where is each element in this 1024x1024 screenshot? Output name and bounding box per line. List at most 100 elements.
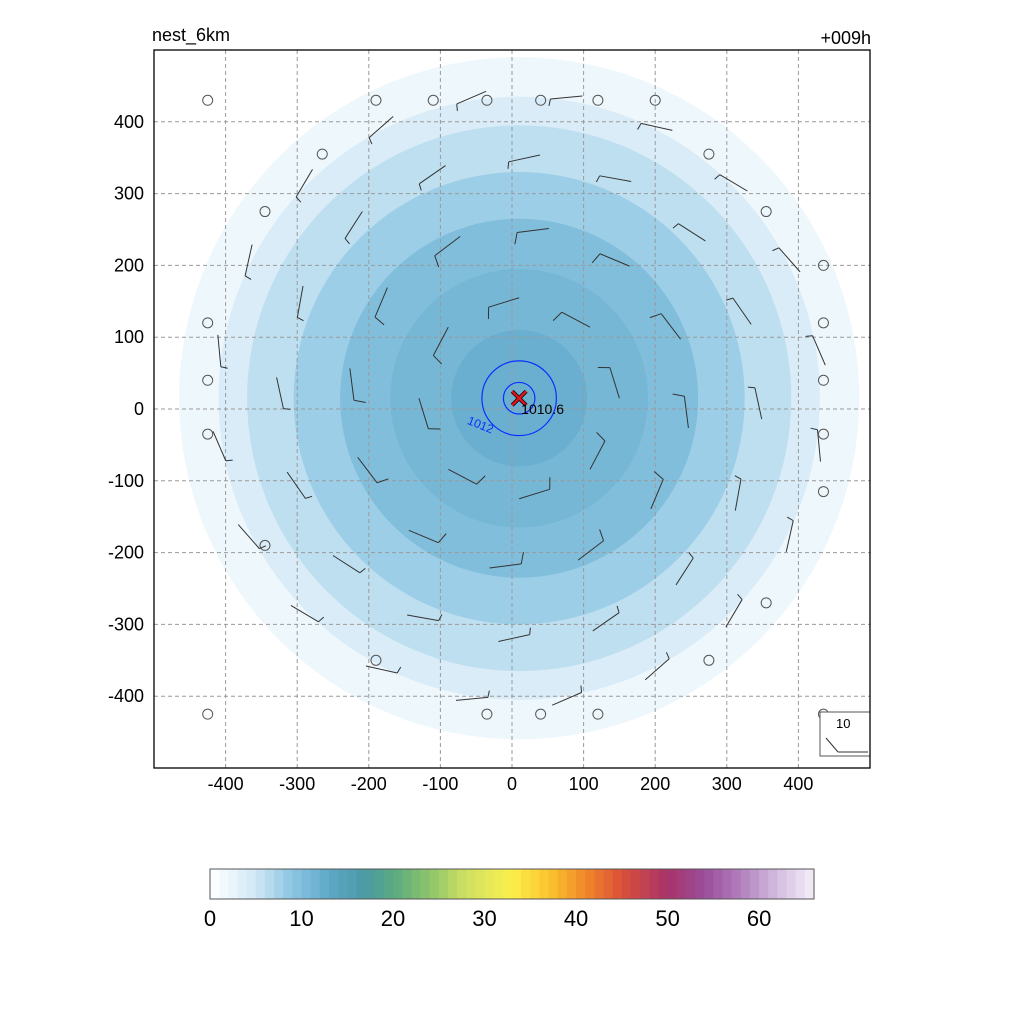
wind-barb bbox=[374, 287, 388, 318]
colorbar-swatch bbox=[447, 869, 458, 899]
calm-wind-circle bbox=[535, 708, 547, 720]
colorbar-tick-label: 10 bbox=[289, 906, 313, 931]
colorbar-swatch bbox=[804, 869, 815, 899]
calm-wind-circle bbox=[592, 708, 604, 720]
calm-wind-circle bbox=[427, 94, 439, 106]
y-tick-label: 200 bbox=[114, 255, 144, 275]
wind-barb bbox=[217, 334, 222, 367]
wind-barb-flag bbox=[487, 690, 490, 698]
wind-barb-flag bbox=[591, 253, 601, 264]
wind-barb bbox=[432, 326, 449, 356]
colorbar-swatch bbox=[704, 869, 714, 899]
wind-barb bbox=[577, 540, 604, 561]
wind-barb bbox=[344, 211, 363, 239]
wind-barb bbox=[778, 247, 801, 273]
colorbar-swatch bbox=[649, 869, 660, 899]
colorbar-swatch bbox=[374, 869, 385, 899]
y-tick-label: -200 bbox=[108, 543, 144, 563]
wind-barb bbox=[683, 396, 689, 429]
calm-wind-circle bbox=[592, 94, 604, 106]
colorbar: 0 10 20 30 40 50 60 bbox=[204, 868, 815, 931]
colorbar-swatch bbox=[548, 869, 559, 899]
wind-barb-flag bbox=[688, 552, 694, 559]
wind-barb bbox=[609, 367, 620, 399]
colorbar-swatch bbox=[274, 869, 284, 899]
wind-barb bbox=[644, 658, 670, 681]
calm-wind-circle bbox=[760, 597, 772, 609]
colorbar-swatch bbox=[347, 869, 358, 899]
colorbar-swatch bbox=[319, 869, 330, 899]
colorbar-swatch bbox=[557, 869, 568, 899]
colorbar-swatch bbox=[521, 869, 531, 899]
calm-wind-circle bbox=[202, 374, 214, 386]
x-tick-label: 0 bbox=[507, 774, 517, 794]
calm-wind-circle bbox=[649, 94, 661, 106]
wind-barb-flag bbox=[514, 232, 518, 245]
x-tick-label: -100 bbox=[422, 774, 458, 794]
calm-wind-circle bbox=[202, 317, 214, 329]
colorbar-tick-label: 50 bbox=[655, 906, 679, 931]
colorbar-swatch bbox=[539, 869, 550, 899]
wind-barb-flag bbox=[772, 247, 780, 252]
reference-barb bbox=[825, 737, 839, 753]
wind-barb bbox=[290, 605, 319, 623]
wind-barb bbox=[552, 692, 582, 706]
colorbar-swatch bbox=[219, 869, 229, 899]
wind-barb bbox=[237, 524, 260, 549]
grid-lines bbox=[154, 50, 870, 768]
colorbar-swatch bbox=[365, 869, 376, 899]
y-tick-label: -400 bbox=[108, 686, 144, 706]
colorbar-swatch bbox=[759, 869, 769, 899]
wind-barb bbox=[785, 520, 794, 552]
colorbar-swatch bbox=[731, 869, 742, 899]
colorbar-swatch bbox=[576, 869, 586, 899]
wind-barb-flag bbox=[438, 614, 443, 621]
wind-barb-flag bbox=[283, 408, 291, 410]
colorbar-swatch bbox=[210, 869, 220, 899]
wind-barb bbox=[812, 335, 826, 366]
wind-barb bbox=[489, 563, 522, 569]
colorbar-swatch bbox=[585, 869, 595, 899]
colorbar-swatch bbox=[676, 869, 687, 899]
x-tick-label: 400 bbox=[783, 774, 813, 794]
colorbar-swatch bbox=[356, 869, 367, 899]
wind-barb-flag bbox=[434, 255, 440, 268]
y-tick-label: 100 bbox=[114, 327, 144, 347]
colorbar-swatch bbox=[475, 869, 486, 899]
wind-barb bbox=[592, 612, 620, 632]
wind-barb-flag bbox=[747, 386, 755, 389]
wind-barb-flag bbox=[353, 399, 366, 403]
wind-barb bbox=[349, 368, 355, 401]
wind-barb bbox=[561, 311, 591, 328]
colorbar-swatch bbox=[393, 869, 403, 899]
colorbar-swatch bbox=[658, 869, 669, 899]
x-tick-label: 300 bbox=[712, 774, 742, 794]
wind-barb bbox=[488, 297, 520, 308]
wind-barb bbox=[295, 169, 313, 198]
wind-barb bbox=[332, 555, 361, 574]
wind-barbs bbox=[202, 90, 829, 720]
wind-barb bbox=[550, 95, 583, 100]
wind-barb bbox=[641, 122, 673, 131]
x-tick-label: -400 bbox=[208, 774, 244, 794]
wind-barb bbox=[407, 614, 439, 622]
x-tick-label: -300 bbox=[279, 774, 315, 794]
wind-barb bbox=[719, 174, 748, 192]
calm-wind-circle bbox=[817, 428, 829, 440]
colorbar-swatch bbox=[786, 869, 797, 899]
wind-barb bbox=[817, 429, 821, 462]
reference-barb-label: 10 bbox=[836, 716, 850, 731]
wind-barb-flag bbox=[225, 459, 233, 462]
wind-barb-flag bbox=[432, 355, 443, 365]
center-pressure-label: 1010.6 bbox=[521, 401, 564, 417]
wind-barb-flag bbox=[672, 223, 679, 229]
colorbar-swatch bbox=[530, 869, 541, 899]
wind-barb bbox=[286, 471, 306, 499]
colorbar-swatch bbox=[255, 869, 266, 899]
x-tick-label: -200 bbox=[351, 774, 387, 794]
wind-barb bbox=[734, 478, 742, 511]
colorbar-tick-label: 0 bbox=[204, 906, 216, 931]
colorbar-swatch bbox=[264, 869, 275, 899]
wind-barb-flag bbox=[376, 478, 389, 484]
